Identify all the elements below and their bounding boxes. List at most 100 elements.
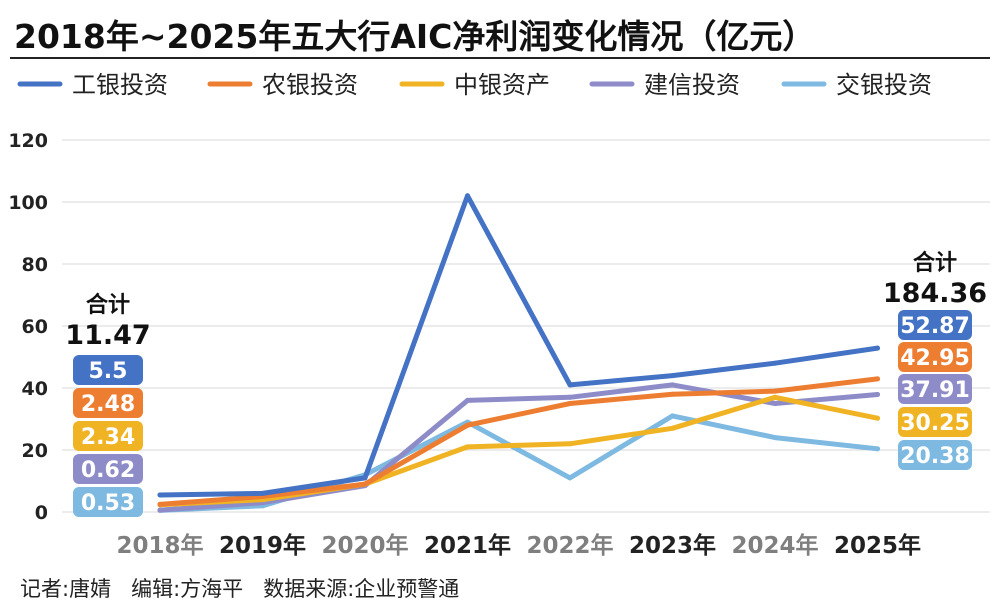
data-point [260,490,265,496]
data-point [362,475,368,481]
badge-value: 0.53 [81,491,135,516]
badge-background [73,421,143,451]
data-point [567,394,573,400]
badge-background [898,374,972,404]
value-badge: 30.25 [898,407,972,437]
y-tick-label: 0 [35,502,48,524]
legend-item-2: 农银投资 [207,71,358,99]
value-badge: 52.87 [898,310,972,340]
data-point [567,475,573,481]
legend-label: 工银投资 [72,71,168,99]
data-point [670,373,675,379]
series-line [157,193,880,498]
y-tick-label: 40 [22,378,48,400]
total-value: 11.47 [65,320,150,351]
data-point [567,441,573,447]
data-point [362,481,368,487]
y-tick-label: 60 [22,316,48,338]
data-point [875,446,880,452]
data-point [465,193,470,199]
x-tick-label: 2020年 [321,532,408,559]
badge-background [898,310,972,340]
series-lines [157,193,880,513]
data-point [875,376,880,382]
data-point [772,360,778,366]
data-point [465,422,470,428]
data-point [567,401,573,406]
badge-value: 2.48 [81,392,135,417]
value-badge: 37.91 [898,374,972,404]
total-label: 合计 [86,292,130,318]
legend-label: 农银投资 [262,71,358,99]
value-badge: 0.53 [73,487,143,517]
badge-background [73,487,143,517]
data-point [465,444,470,450]
x-tick-label: 2019年 [219,532,306,559]
data-point [772,388,778,394]
legend-item-4: 建信投资 [589,71,740,99]
legend-label: 中银资产 [454,71,550,99]
badge-value: 0.62 [81,458,135,483]
badge-background [898,440,972,470]
value-badge: 2.34 [73,421,143,451]
x-tick-label: 2024年 [731,532,818,559]
data-point [157,501,163,507]
legend-label: 交银投资 [836,71,932,99]
badge-value: 30.25 [900,411,970,436]
badge-background [73,388,143,418]
y-tick-label: 20 [22,440,48,462]
x-tick-label: 2018年 [116,532,203,559]
value-badge: 5.5 [73,355,143,385]
series-2 [157,376,880,507]
grid-lines [62,139,990,513]
footer-credits: 记者:唐婧 编辑:方海平 数据来源:企业预警通 [20,577,459,601]
y-tick-label: 120 [8,130,48,152]
legend-item-1: 工银投资 [17,71,168,99]
data-point [670,391,675,397]
total-value: 184.36 [883,278,987,309]
legend-item-3: 中银资产 [399,71,550,99]
badge-value: 42.95 [900,346,970,371]
x-tick-label: 2025年 [834,532,921,559]
value-badge: 2.48 [73,388,143,418]
badge-value: 37.91 [900,378,970,403]
total-label: 合计 [913,250,957,276]
data-point [772,435,778,441]
data-point [465,397,470,403]
badge-value: 5.5 [89,359,128,384]
chart-title: 2018年~2025年五大行AIC净利润变化情况（亿元） [14,17,815,56]
x-tick-label: 2023年 [629,532,716,559]
x-axis-ticks: 2018年 2019年 2020年 2021年 2022年 2023年 2024年 2025年 [116,532,921,559]
data-point [772,394,778,400]
data-point [157,507,163,513]
data-point [875,391,880,397]
badge-value: 52.87 [900,314,970,339]
data-point [670,425,675,431]
value-badge: 0.62 [73,454,143,484]
data-point [875,415,880,421]
data-point [772,401,778,406]
data-point [670,413,675,419]
badge-background [898,407,972,437]
badge-background [73,355,143,385]
value-badge: 20.38 [898,440,972,470]
value-badge: 42.95 [898,342,972,372]
data-point [157,492,163,498]
y-tick-label: 100 [8,192,48,214]
legend-label: 建信投资 [644,71,740,99]
x-tick-label: 2022年 [526,532,613,559]
legend: 工银投资 农银投资 中银资产 建信投资 交银投资 [17,71,932,99]
badge-background [898,342,972,372]
data-point [875,345,880,351]
y-tick-label: 80 [22,254,48,276]
badge-value: 20.38 [900,444,970,469]
data-point [567,382,573,388]
series-line [157,394,880,508]
badge-background [73,454,143,484]
data-point [670,382,675,388]
badge-value: 2.34 [81,425,135,450]
series-line [157,376,880,507]
